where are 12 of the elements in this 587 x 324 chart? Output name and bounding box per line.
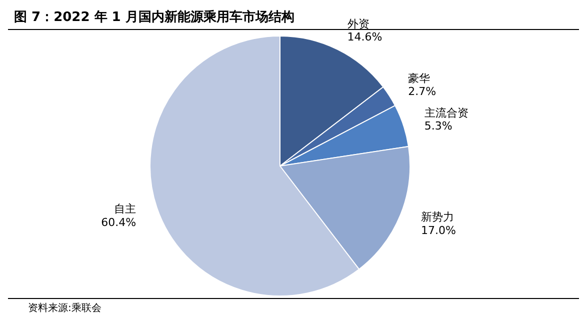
- data-label: 2.7%: [408, 85, 436, 98]
- slice-label: 新势力: [420, 210, 454, 224]
- data-label: 17.0%: [420, 224, 456, 237]
- data-label: 5.3%: [424, 120, 452, 133]
- data-label: 14.6%: [347, 30, 382, 44]
- chart-title: 图 7：2022 年 1 月国内新能源乘用车市场结构: [14, 10, 294, 25]
- text: 资料来源:乘联会: [28, 303, 102, 314]
- slice-label: 外资: [347, 18, 370, 31]
- slice-label: 豪华: [408, 72, 430, 85]
- slice-label: 自主: [114, 202, 136, 216]
- slice-label: 主流合资: [424, 106, 468, 120]
- data-label: 60.4%: [101, 216, 136, 229]
